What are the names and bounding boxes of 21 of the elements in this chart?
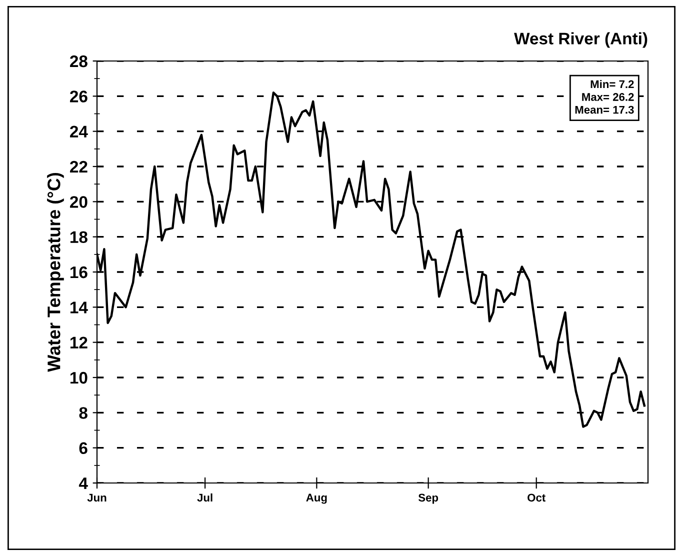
y-tick-label: 12 — [70, 336, 88, 348]
y-tick-label: 4 — [78, 478, 88, 490]
x-tick-label: Jul — [197, 493, 212, 502]
y-tick-label: 6 — [79, 442, 88, 454]
y-tick-label: 28 — [70, 55, 88, 68]
y-tick-label: 24 — [70, 126, 88, 138]
y-tick-label: 8 — [79, 407, 88, 419]
y-tick-label: 20 — [70, 196, 88, 208]
y-axis-title: Water Temperature (°C) — [47, 172, 64, 372]
chart-title: West River (Anti) — [514, 32, 648, 48]
x-tick-label: Jun — [87, 494, 106, 502]
y-tick-label: 22 — [70, 160, 88, 173]
x-tick-label: Oct — [528, 494, 546, 502]
x-tick-label: Aug — [306, 494, 327, 504]
y-tick-label: 26 — [70, 90, 88, 102]
y-tick-label: 10 — [70, 372, 88, 384]
y-tick-label: 14 — [70, 302, 88, 314]
annotation: Min= 7.2 Max= 26.2 Mean= 17.3 — [575, 80, 634, 114]
y-tick-label: 16 — [70, 266, 88, 278]
x-tick-label: Sep — [418, 494, 438, 504]
y-tick-label: 18 — [70, 231, 88, 244]
